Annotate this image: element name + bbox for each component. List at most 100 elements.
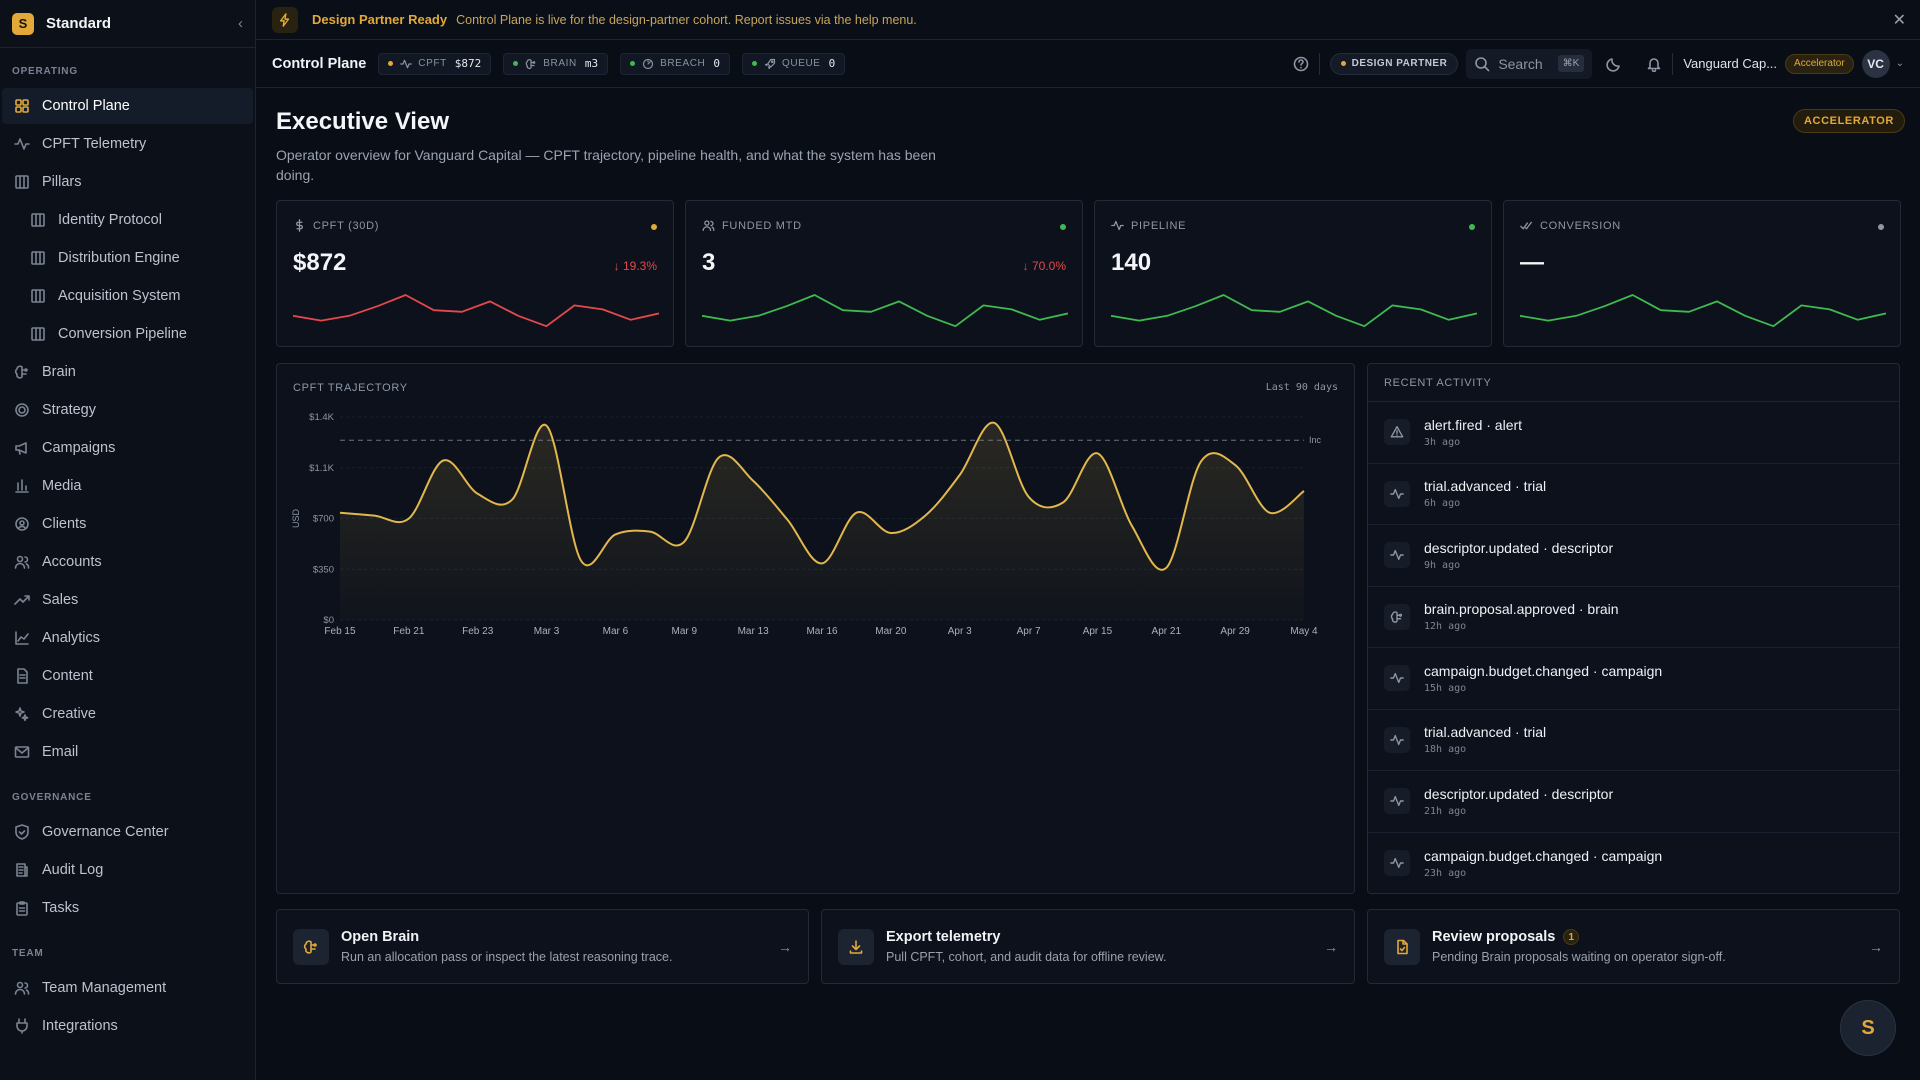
collapse-sidebar-icon[interactable]: ‹: [238, 15, 243, 32]
pulse-icon: [14, 136, 30, 152]
plug-icon: [14, 1018, 30, 1034]
y-tick-label: $1.1K: [309, 463, 334, 474]
sidebar-item-cpft-telemetry[interactable]: CPFT Telemetry: [2, 126, 253, 162]
export-telemetry-card[interactable]: Export telemetry Pull CPFT, cohort, and a…: [821, 909, 1355, 984]
x-tick-label: May 4: [1290, 626, 1318, 637]
assistant-button[interactable]: S: [1840, 1000, 1896, 1056]
workspace-switcher[interactable]: S Standard ‹: [0, 0, 255, 48]
y-tick-label: $1.4K: [309, 412, 334, 423]
divider: [1318, 52, 1320, 75]
sidebar-item-tasks[interactable]: Tasks: [2, 890, 253, 926]
list-item[interactable]: trial.advanced · trial 18h ago: [1368, 710, 1899, 771]
chart-range-label[interactable]: Last 90 days: [1265, 382, 1338, 393]
sidebar-item-clients[interactable]: Clients: [2, 506, 253, 542]
sparkline-path: [702, 294, 1068, 328]
page-subtitle: Operator overview for Vanguard Capital —…: [276, 147, 936, 183]
list-item[interactable]: trial.advanced · trial 6h ago: [1368, 464, 1899, 525]
pulse-icon: [1384, 726, 1410, 753]
search-button[interactable]: Search ⌘K: [1466, 48, 1593, 79]
dollar-icon: [293, 219, 306, 232]
sidebar-item-strategy[interactable]: Strategy: [2, 392, 253, 428]
activity-time: 6h ago: [1424, 498, 1461, 510]
sidebar-item-creative[interactable]: Creative: [2, 696, 253, 732]
double-check-icon: [1520, 219, 1533, 232]
x-tick-label: Mar 16: [806, 626, 838, 637]
workspace-name: Standard: [46, 15, 112, 32]
kpi-card-funded[interactable]: FUNDED MTD 3 ↓ 70.0%: [685, 200, 1083, 347]
chevron-down-icon[interactable]: ⌄: [1895, 58, 1904, 69]
topbar-title: Control Plane: [272, 55, 367, 72]
review-proposals-card[interactable]: Review proposals 1 Pending Brain proposals…: [1367, 909, 1900, 984]
sidebar-item-brain[interactable]: Brain: [2, 354, 253, 390]
sidebar-item-label: Governance Center: [42, 824, 169, 840]
sidebar-item-team-management[interactable]: Team Management: [2, 970, 253, 1006]
sidebar-item-distribution-engine[interactable]: Distribution Engine: [2, 240, 253, 276]
sidebar-item-conversion-pipeline[interactable]: Conversion Pipeline: [2, 316, 253, 352]
moon-icon[interactable]: [1606, 56, 1622, 72]
list-item[interactable]: brain.proposal.approved · brain 12h ago: [1368, 587, 1899, 648]
help-icon[interactable]: [1293, 56, 1309, 72]
activity-name: campaign.budget.changed · campaign: [1424, 847, 1663, 864]
search-placeholder: Search: [1498, 55, 1543, 72]
x-tick-label: Mar 9: [672, 626, 698, 637]
status-chip-breach[interactable]: BREACH 0: [620, 52, 730, 75]
kpi-card-conversion[interactable]: CONVERSION —: [1503, 200, 1901, 347]
pulse-icon: [1111, 219, 1124, 232]
list-item[interactable]: alert.fired · alert 3h ago: [1368, 402, 1899, 464]
kpi-card-cpft[interactable]: CPFT (30D) $872 ↓ 19.3%: [276, 200, 674, 347]
sidebar-item-identity-protocol[interactable]: Identity Protocol: [2, 202, 253, 238]
list-item[interactable]: campaign.budget.changed · campaign 23h ag…: [1368, 833, 1899, 894]
open-brain-card[interactable]: Open Brain Run an allocation pass or insp…: [276, 909, 809, 984]
sidebar-item-content[interactable]: Content: [2, 658, 253, 694]
status-chip-queue[interactable]: QUEUE 0: [742, 52, 846, 75]
cpft-trajectory-panel: $0 $350 $700 $1.1K $1.4K Feb 15 Feb 21 Feb 23 M…: [276, 363, 1355, 894]
gauge-icon: [642, 58, 654, 70]
status-chip-cpft[interactable]: CPFT $872: [378, 52, 492, 75]
download-icon: [838, 928, 874, 965]
status-chip-brain[interactable]: BRAIN m3: [503, 52, 609, 75]
user-circle-icon: [14, 516, 30, 532]
sidebar-item-acquisition-system[interactable]: Acquisition System: [2, 278, 253, 314]
kpi-label: FUNDED MTD: [722, 219, 802, 232]
rocket-icon: [764, 58, 776, 70]
recent-activity-panel: RECENT ACTIVITY alert.fired · alert 3h ag…: [1367, 363, 1900, 894]
action-description: Run an allocation pass or inspect the la…: [341, 950, 673, 964]
sidebar-item-campaigns[interactable]: Campaigns: [2, 430, 253, 466]
bell-icon[interactable]: [1646, 56, 1662, 72]
activity-time: 12h ago: [1424, 621, 1467, 633]
search-shortcut: ⌘K: [1557, 55, 1585, 72]
pulse-icon: [1384, 542, 1410, 569]
sidebar-item-governance-center[interactable]: Governance Center: [2, 814, 253, 850]
status-dot: [1878, 224, 1884, 230]
sidebar-item-sales[interactable]: Sales: [2, 582, 253, 618]
sidebar-item-integrations[interactable]: Integrations: [2, 1008, 253, 1044]
sidebar-item-label: Control Plane: [42, 98, 130, 114]
list-item[interactable]: campaign.budget.changed · campaign 15h ag…: [1368, 648, 1899, 710]
pulse-icon: [1384, 480, 1410, 507]
list-item[interactable]: descriptor.updated · descriptor 9h ago: [1368, 525, 1899, 587]
sidebar-item-accounts[interactable]: Accounts: [2, 544, 253, 580]
sidebar-item-analytics[interactable]: Analytics: [2, 620, 253, 656]
activity-time: 18h ago: [1424, 744, 1467, 756]
chip-label: BREACH: [660, 58, 706, 69]
close-icon[interactable]: ✕: [1892, 11, 1906, 29]
kpi-card-pipeline[interactable]: PIPELINE 140: [1094, 200, 1492, 347]
org-name[interactable]: Vanguard Cap...: [1683, 56, 1778, 71]
sidebar-item-pillars[interactable]: Pillars: [2, 164, 253, 200]
sidebar-item-email[interactable]: Email: [2, 734, 253, 770]
count-badge: 1: [1563, 929, 1580, 945]
sidebar-item-label: Analytics: [42, 630, 101, 646]
pulse-icon: [1384, 850, 1410, 877]
y-tick-label: $0: [323, 615, 334, 626]
sidebar-item-media[interactable]: Media: [2, 468, 253, 504]
y-tick-label: $350: [313, 564, 334, 575]
kpi-label: CPFT (30D): [313, 219, 380, 232]
sidebar-item-label: Identity Protocol: [58, 212, 162, 228]
chip-value: 0: [828, 57, 836, 70]
sidebar-item-audit-log[interactable]: Audit Log: [2, 852, 253, 888]
sidebar-item-control-plane[interactable]: Control Plane: [2, 88, 253, 124]
list-item[interactable]: descriptor.updated · descriptor 21h ago: [1368, 771, 1899, 833]
avatar[interactable]: VC: [1861, 49, 1890, 78]
x-tick-label: Apr 29: [1220, 626, 1250, 637]
kpi-value: —: [1520, 249, 1544, 276]
